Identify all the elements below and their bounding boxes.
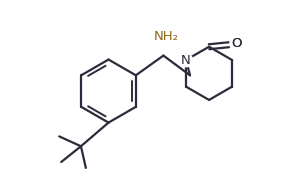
Text: N: N bbox=[181, 53, 191, 66]
Text: NH₂: NH₂ bbox=[154, 30, 179, 43]
Text: O: O bbox=[231, 37, 242, 50]
Text: O: O bbox=[231, 37, 242, 50]
